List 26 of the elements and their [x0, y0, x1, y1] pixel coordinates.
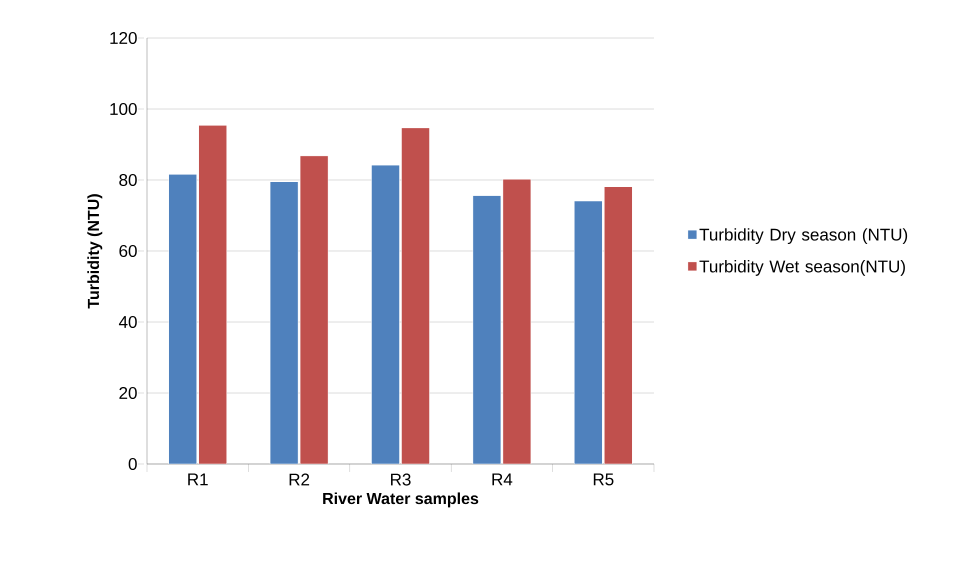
x-tick-label: R4 [492, 474, 512, 486]
y-tick-label: 100 [110, 102, 137, 116]
x-axis-title: River Water samples [323, 492, 478, 508]
bar [401, 128, 430, 464]
bar [270, 182, 298, 464]
legend-label: Turbidity Dry season (NTU) [699, 228, 908, 244]
bar [371, 164, 400, 464]
bar [574, 200, 603, 464]
y-tick-label: 80 [119, 174, 137, 186]
x-tick-label: R3 [391, 474, 411, 486]
x-tick-label: R5 [594, 474, 614, 486]
legend-label: Turbidity Wet season(NTU) [699, 260, 905, 276]
y-tick-label: 40 [118, 316, 137, 328]
bar [300, 156, 328, 464]
bar [604, 186, 633, 464]
y-tick-label: 20 [119, 386, 137, 400]
y-tick-label: 120 [110, 32, 137, 44]
y-tick-label: 60 [119, 244, 137, 258]
x-tick-label: R2 [290, 474, 310, 486]
y-axis-title: Turbidity (NTU) [87, 194, 102, 308]
bar [502, 179, 532, 464]
bar [472, 195, 502, 464]
bar [198, 125, 227, 464]
bar [168, 174, 197, 464]
y-tick-label: 0 [128, 458, 137, 470]
x-tick-label: R1 [188, 474, 208, 486]
